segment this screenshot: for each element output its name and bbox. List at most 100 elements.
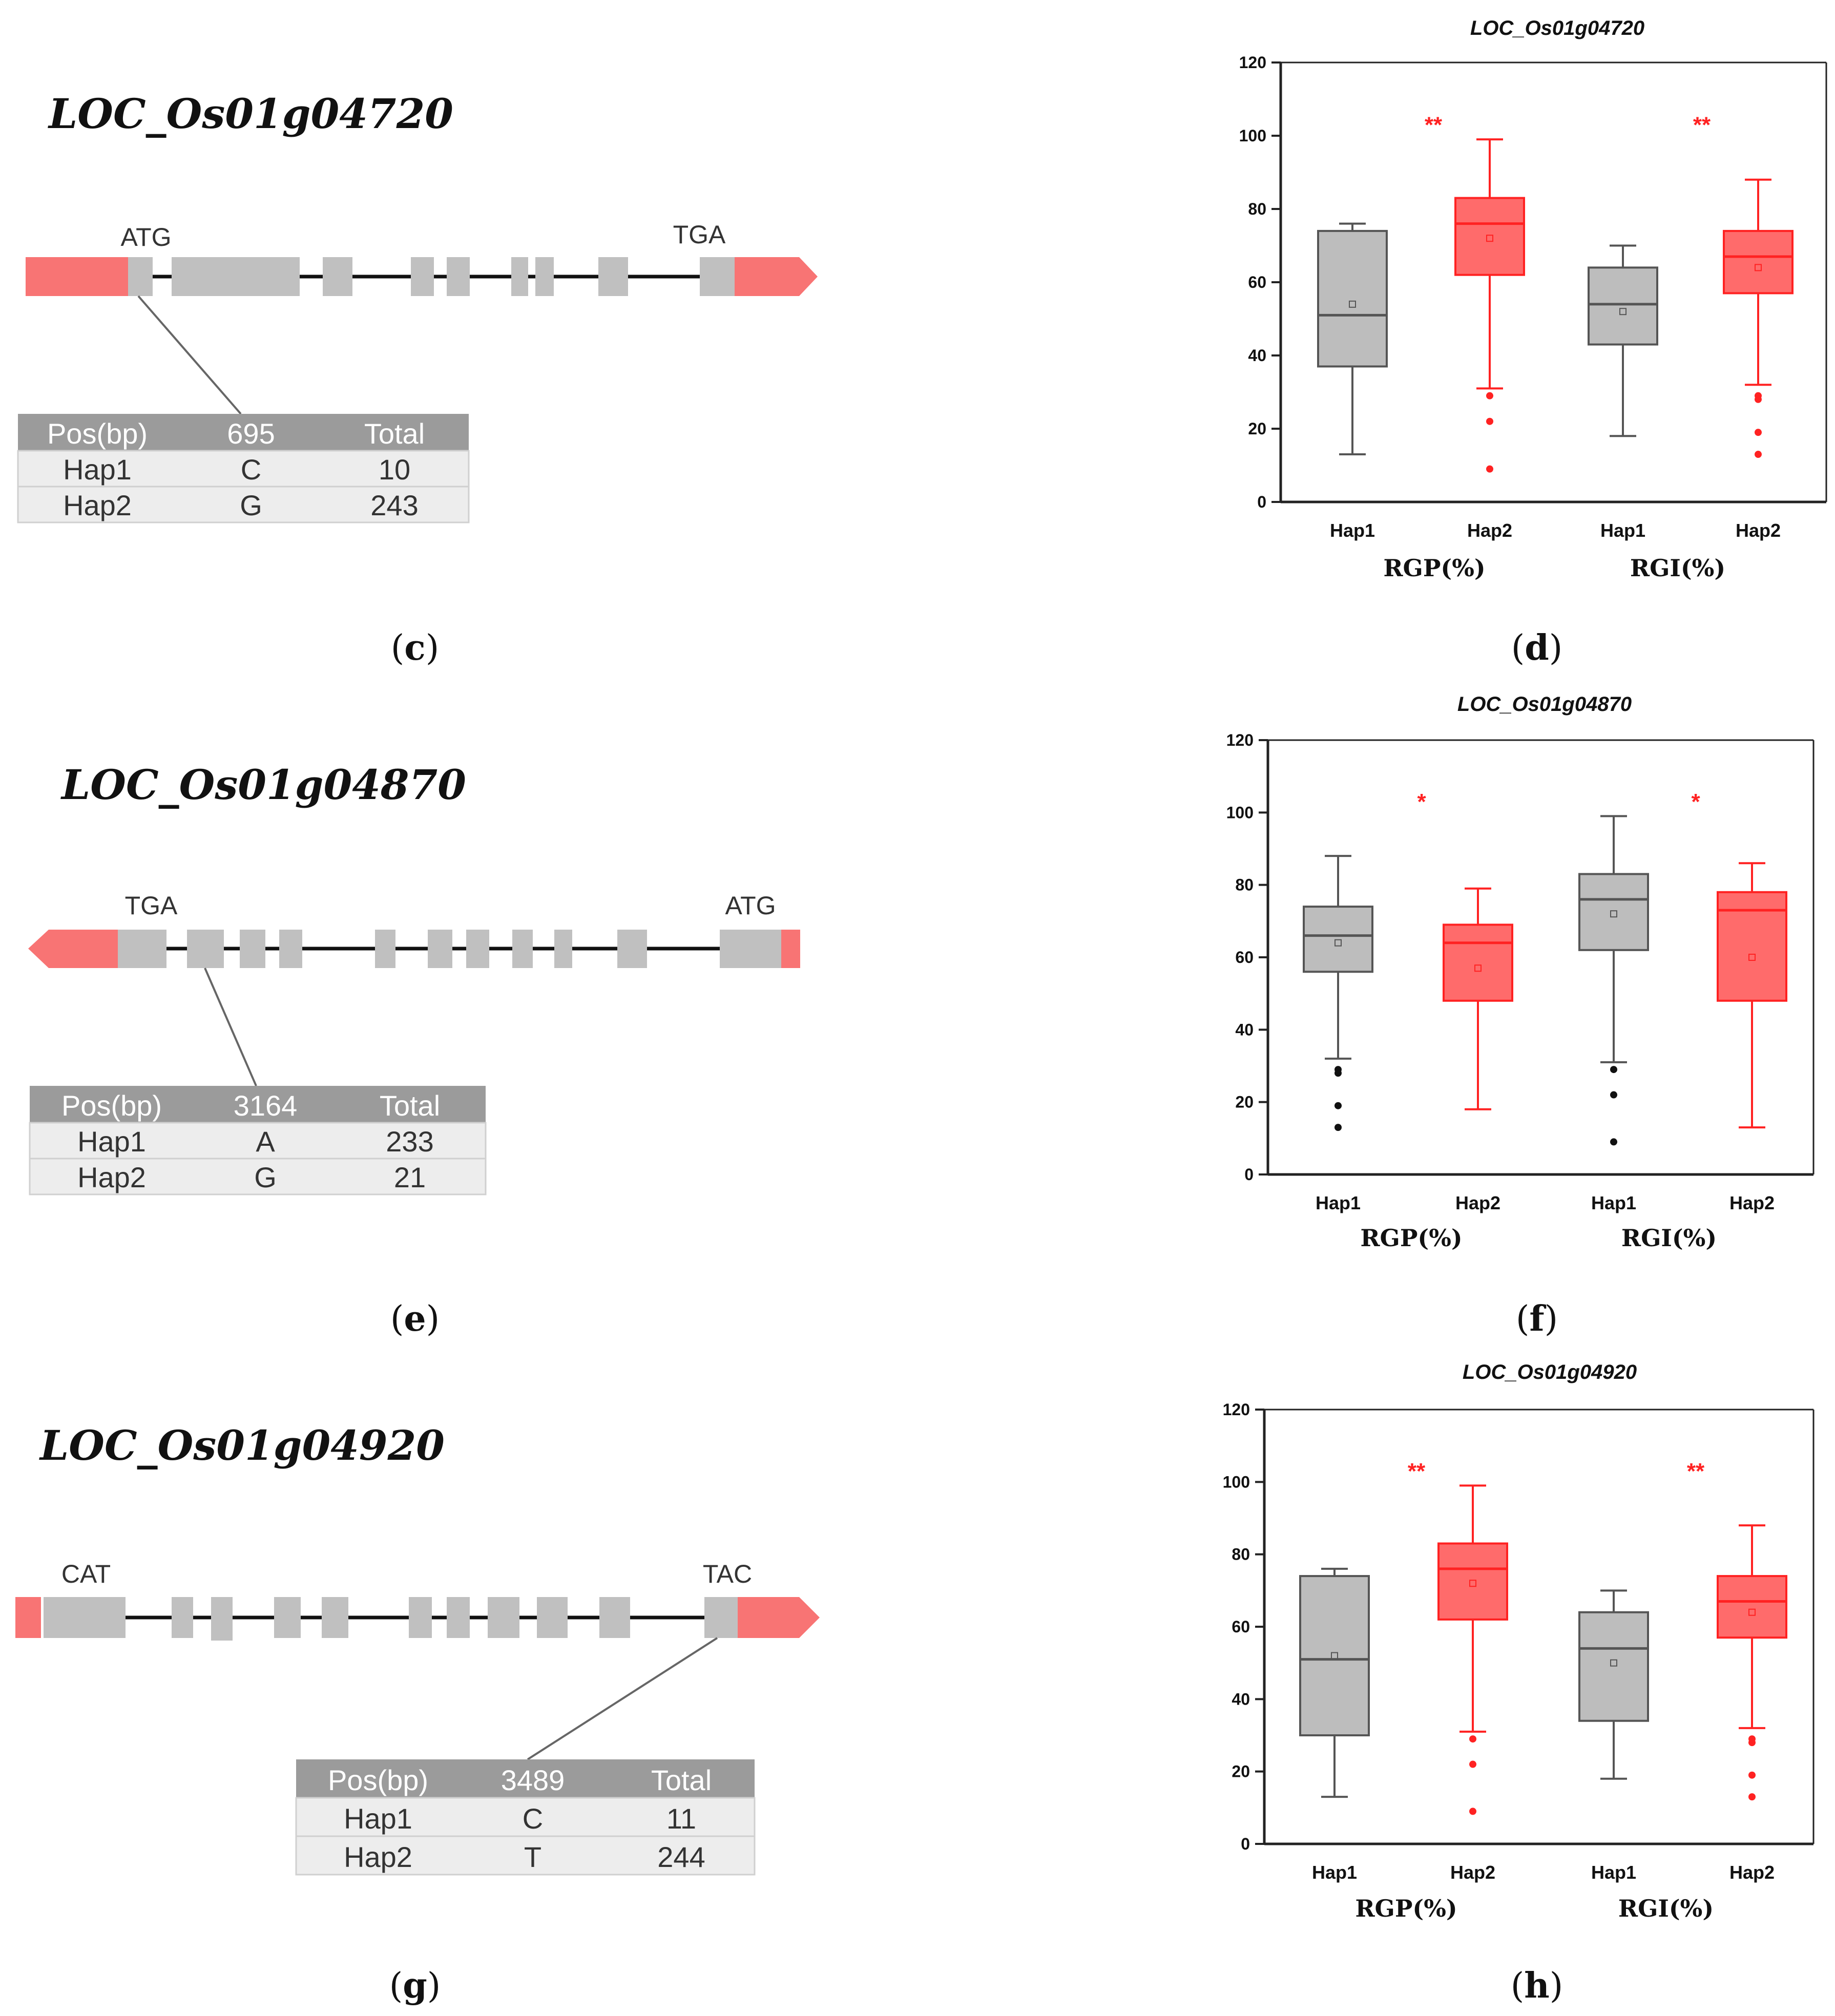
plot-area: 0 20 40 60 80 100 120 Hap1 Hap2 Hap1 Hap2 * * (1226, 731, 1815, 1213)
outlier-point (1755, 395, 1762, 403)
box-iqr (1717, 1575, 1787, 1639)
utr-5-block (26, 257, 128, 296)
box-mean-marker (1619, 308, 1627, 316)
snp-pointer-line (137, 295, 242, 415)
exon (537, 1597, 568, 1638)
x-tick-label: Hap2 (1455, 1192, 1500, 1213)
box-chart-h: LOC_Os01g04920 0 20 40 60 80 100 120 Hap1 Hap2 Ha… (1223, 1361, 1815, 2006)
outlier-point (1486, 392, 1493, 400)
panel-label: (g) (389, 1965, 441, 2006)
exon (409, 1597, 432, 1638)
y-tick-label: 80 (1235, 876, 1254, 894)
significance-marker: ** (1425, 112, 1443, 137)
x-tick-label: Hap2 (1450, 1862, 1495, 1883)
exon (447, 257, 470, 296)
exon (118, 930, 166, 968)
panel-letter: h (1524, 1965, 1549, 2006)
table-cell: 11 (666, 1802, 696, 1835)
exon (700, 257, 735, 296)
box-iqr (1317, 229, 1388, 368)
box-iqr (1454, 197, 1525, 276)
start-codon-label: CAT (61, 1560, 111, 1588)
outlier-point (1610, 1066, 1617, 1074)
gene-panel-g: LOC_Os01g04920 CAT TAC Pos(bp) 3489 Tota… (15, 1421, 820, 2006)
table-cell: Hap1 (344, 1802, 412, 1835)
y-tick-label: 60 (1235, 948, 1254, 967)
exon (466, 930, 489, 968)
table-header-cell: Pos(bp) (328, 1764, 428, 1796)
table-cell: 21 (394, 1161, 426, 1193)
exon (128, 257, 153, 296)
gene-panel-c: LOC_Os01g04720 ATG TGA Pos(bp) 695 Total… (17, 90, 818, 668)
y-tick-label: 0 (1241, 1835, 1250, 1853)
exon (211, 1597, 233, 1641)
exon (720, 930, 781, 968)
box-mean-marker (1755, 264, 1762, 271)
y-tick-label: 60 (1232, 1618, 1250, 1636)
box-mean-marker (1610, 910, 1617, 918)
snp-table: Pos(bp) 3489 Total Hap1 C 11 Hap2 T 244 (295, 1759, 756, 1876)
exon (187, 930, 224, 968)
panel-letter: e (404, 1298, 426, 1339)
box-chart-d: LOC_Os01g04720 0 20 40 60 80 100 120 Hap1 Hap2 Ha… (1239, 17, 1827, 668)
table-cell: G (240, 489, 262, 521)
panel-label: (e) (390, 1298, 440, 1339)
table-cell: 243 (370, 489, 418, 521)
table-cell: C (523, 1802, 543, 1835)
box-iqr (1723, 229, 1794, 295)
table-cell: C (241, 453, 261, 486)
x-tick-label: Hap2 (1467, 520, 1512, 541)
stop-codon-label: TAC (703, 1560, 752, 1588)
exon (617, 930, 647, 968)
outlier-point (1748, 1793, 1756, 1801)
x-group-label: RGI(%) (1630, 554, 1725, 582)
table-header-row (30, 1086, 486, 1123)
box-mean-marker (1748, 954, 1756, 961)
box-mean-marker (1334, 939, 1342, 947)
panel-letter: d (1525, 627, 1549, 668)
table-header-row (296, 1759, 755, 1798)
outlier-point (1469, 1808, 1476, 1815)
panel-letter: g (403, 1965, 427, 2006)
significance-marker: * (1691, 789, 1700, 814)
box-iqr (1303, 906, 1373, 973)
exon (704, 1597, 738, 1638)
box-mean-marker (1486, 235, 1493, 242)
table-cell: 244 (657, 1841, 705, 1873)
box-mean-marker (1331, 1652, 1338, 1660)
outlier-point (1486, 465, 1493, 473)
box-iqr (1578, 873, 1649, 951)
box-iqr (1717, 891, 1787, 1002)
exon (322, 1597, 348, 1638)
y-tick-label: 80 (1232, 1545, 1250, 1564)
start-codon-label: ATG (120, 223, 171, 251)
x-tick-label: Hap1 (1316, 1192, 1361, 1213)
table-cell: 233 (386, 1125, 433, 1158)
y-tick-label: 20 (1235, 1093, 1254, 1111)
exon (511, 257, 528, 296)
outlier-point (1755, 429, 1762, 436)
significance-marker: ** (1693, 112, 1711, 137)
x-tick-label: Hap1 (1600, 520, 1645, 541)
snp-pointer-line (204, 968, 257, 1086)
exon (274, 1597, 301, 1638)
table-header-cell: Pos(bp) (47, 417, 148, 450)
y-tick-label: 60 (1248, 273, 1266, 291)
exon (172, 257, 300, 296)
y-tick-label: 40 (1248, 346, 1266, 365)
exon (599, 1597, 630, 1638)
x-tick-label: Hap1 (1591, 1862, 1636, 1883)
plot-area: 0 20 40 60 80 100 120 Hap1 Hap2 Hap1 Hap2 ** ** (1239, 53, 1827, 541)
utr-3-arrow (28, 930, 118, 968)
y-tick-label: 120 (1223, 1400, 1250, 1419)
exon (172, 1597, 193, 1638)
outlier-point (1486, 417, 1493, 425)
stop-codon-label: TGA (125, 891, 178, 920)
table-row (295, 1835, 756, 1876)
box-iqr (1443, 923, 1513, 1002)
box-mean-marker (1469, 1580, 1476, 1587)
box-mean-marker (1349, 300, 1356, 308)
significance-marker: ** (1687, 1459, 1705, 1484)
exon (44, 1597, 126, 1638)
gene-title: LOC_Os01g04870 (60, 761, 466, 809)
